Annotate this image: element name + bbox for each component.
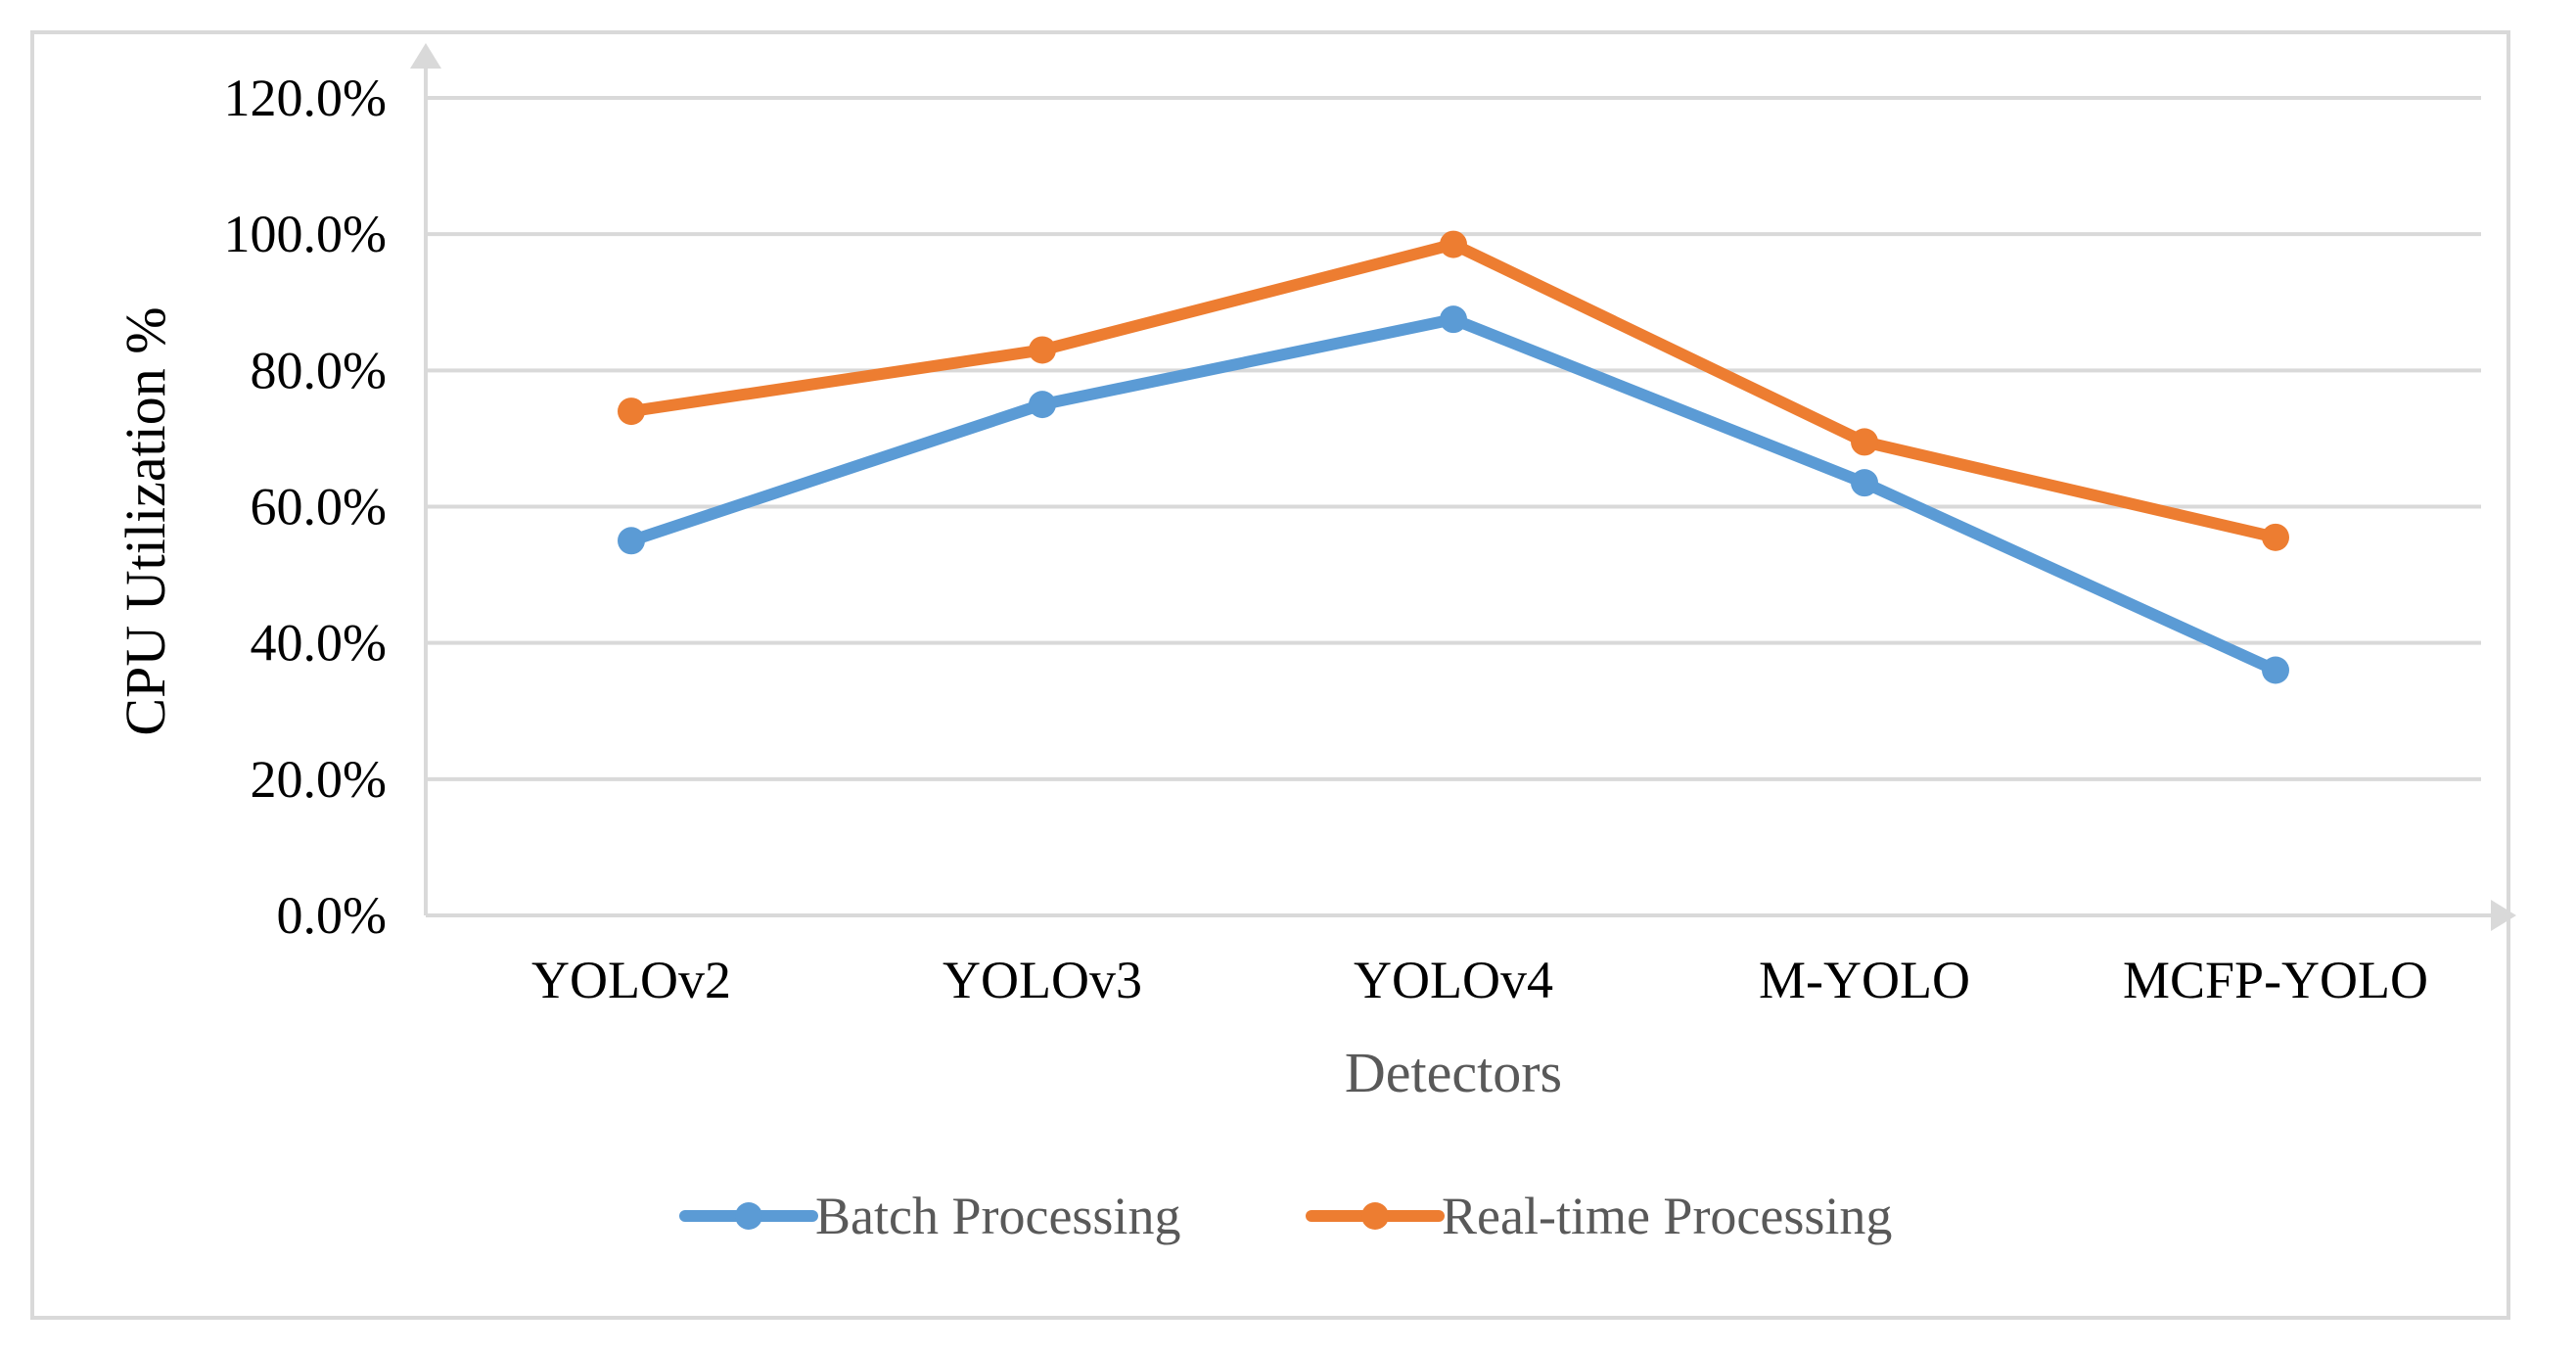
legend-marker xyxy=(1361,1202,1389,1230)
y-tick-labels: 0.0% 20.0% 40.0% 60.0% 80.0% 100.0% 120.0% xyxy=(224,69,387,945)
x-tick-label: M-YOLO xyxy=(1759,951,1970,1009)
data-point xyxy=(1440,230,1467,258)
axes xyxy=(410,43,2516,931)
legend: Batch Processing Real-time Processing xyxy=(679,1187,1892,1245)
x-tick-label: YOLOv4 xyxy=(1354,951,1553,1009)
data-point xyxy=(1029,336,1056,364)
y-tick-label: 80.0% xyxy=(251,341,387,399)
y-tick-label: 120.0% xyxy=(224,69,387,127)
x-tick-label: MCFP-YOLO xyxy=(2123,951,2428,1009)
series-lines xyxy=(618,230,2289,684)
data-point xyxy=(2262,523,2289,551)
legend-label: Batch Processing xyxy=(815,1187,1180,1245)
y-tick-label: 60.0% xyxy=(251,478,387,537)
y-axis-arrow xyxy=(410,43,441,69)
data-point xyxy=(1029,391,1056,419)
chart-border xyxy=(30,30,2510,1320)
y-tick-label: 40.0% xyxy=(251,614,387,673)
data-point xyxy=(1440,305,1467,334)
x-tick-label: YOLOv3 xyxy=(943,951,1142,1009)
legend-label: Real-time Processing xyxy=(1442,1187,1892,1245)
y-tick-label: 0.0% xyxy=(277,886,387,945)
x-tick-label: YOLOv2 xyxy=(531,951,731,1009)
data-point xyxy=(1851,469,1878,497)
data-point xyxy=(2262,656,2289,684)
data-point xyxy=(1851,428,1878,456)
x-axis-arrow xyxy=(2491,900,2516,931)
y-axis-title: CPU Utilization % xyxy=(114,306,177,735)
data-point xyxy=(618,527,645,555)
y-tick-label: 100.0% xyxy=(224,205,387,263)
legend-marker xyxy=(735,1202,762,1230)
data-point xyxy=(618,397,645,426)
x-tick-labels: YOLOv2 YOLOv3 YOLOv4 M-YOLO MCFP-YOLO xyxy=(531,951,2428,1009)
y-tick-label: 20.0% xyxy=(251,750,387,809)
x-axis-title: Detectors xyxy=(1345,1041,1562,1104)
